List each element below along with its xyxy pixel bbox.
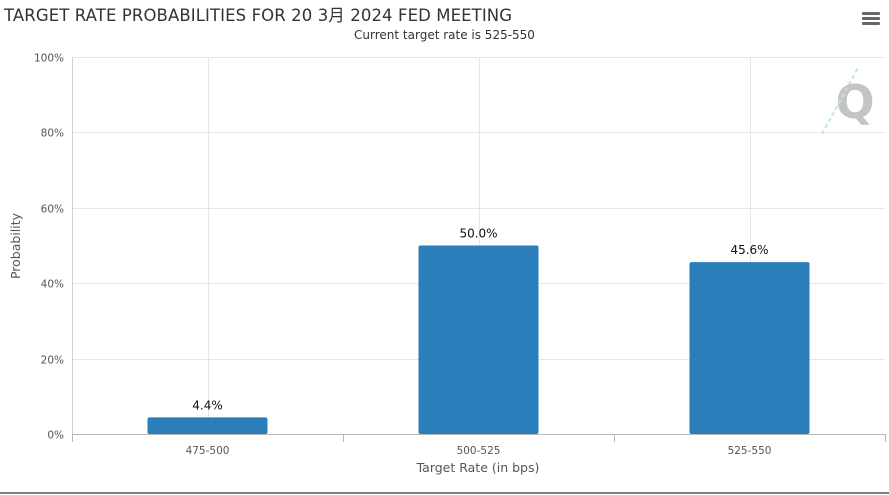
x-axis-title: Target Rate (in bps) [416, 460, 540, 475]
bars [147, 245, 810, 435]
chart-subtitle: Current target rate is 525-550 [354, 28, 535, 42]
y-tick-label: 100% [34, 53, 64, 65]
x-tick-label: 525-550 [728, 445, 772, 457]
bar[interactable] [147, 417, 268, 434]
x-tick-labels: 475-500 500-525 525-550 [186, 445, 772, 457]
axis-lines [72, 57, 886, 442]
y-tick-label: 0% [47, 430, 64, 442]
data-label: 50.0% [459, 227, 497, 241]
bar[interactable] [689, 262, 810, 434]
bottom-divider [0, 492, 889, 494]
y-tick-labels: 0% 20% 40% 60% 80% 100% [34, 53, 64, 442]
data-label: 4.4% [192, 398, 223, 412]
x-tick-label: 500-525 [457, 445, 501, 457]
bar[interactable] [418, 245, 539, 435]
hamburger-menu-icon[interactable] [862, 12, 880, 28]
y-tick-label: 40% [41, 279, 64, 291]
data-labels: 4.4% 50.0% 45.6% [192, 227, 768, 413]
y-axis-title: Probability [8, 212, 23, 279]
y-tick-label: 80% [41, 128, 64, 140]
y-tick-label: 60% [41, 204, 64, 216]
chart-title: TARGET RATE PROBABILITIES FOR 20 3月 2024… [4, 6, 513, 25]
y-tick-label: 20% [41, 355, 64, 367]
watermark-logo-letter: Q [835, 75, 874, 129]
x-tick-label: 475-500 [186, 445, 230, 457]
data-label: 45.6% [730, 243, 768, 257]
quikstrike-logo: Q [821, 67, 875, 135]
